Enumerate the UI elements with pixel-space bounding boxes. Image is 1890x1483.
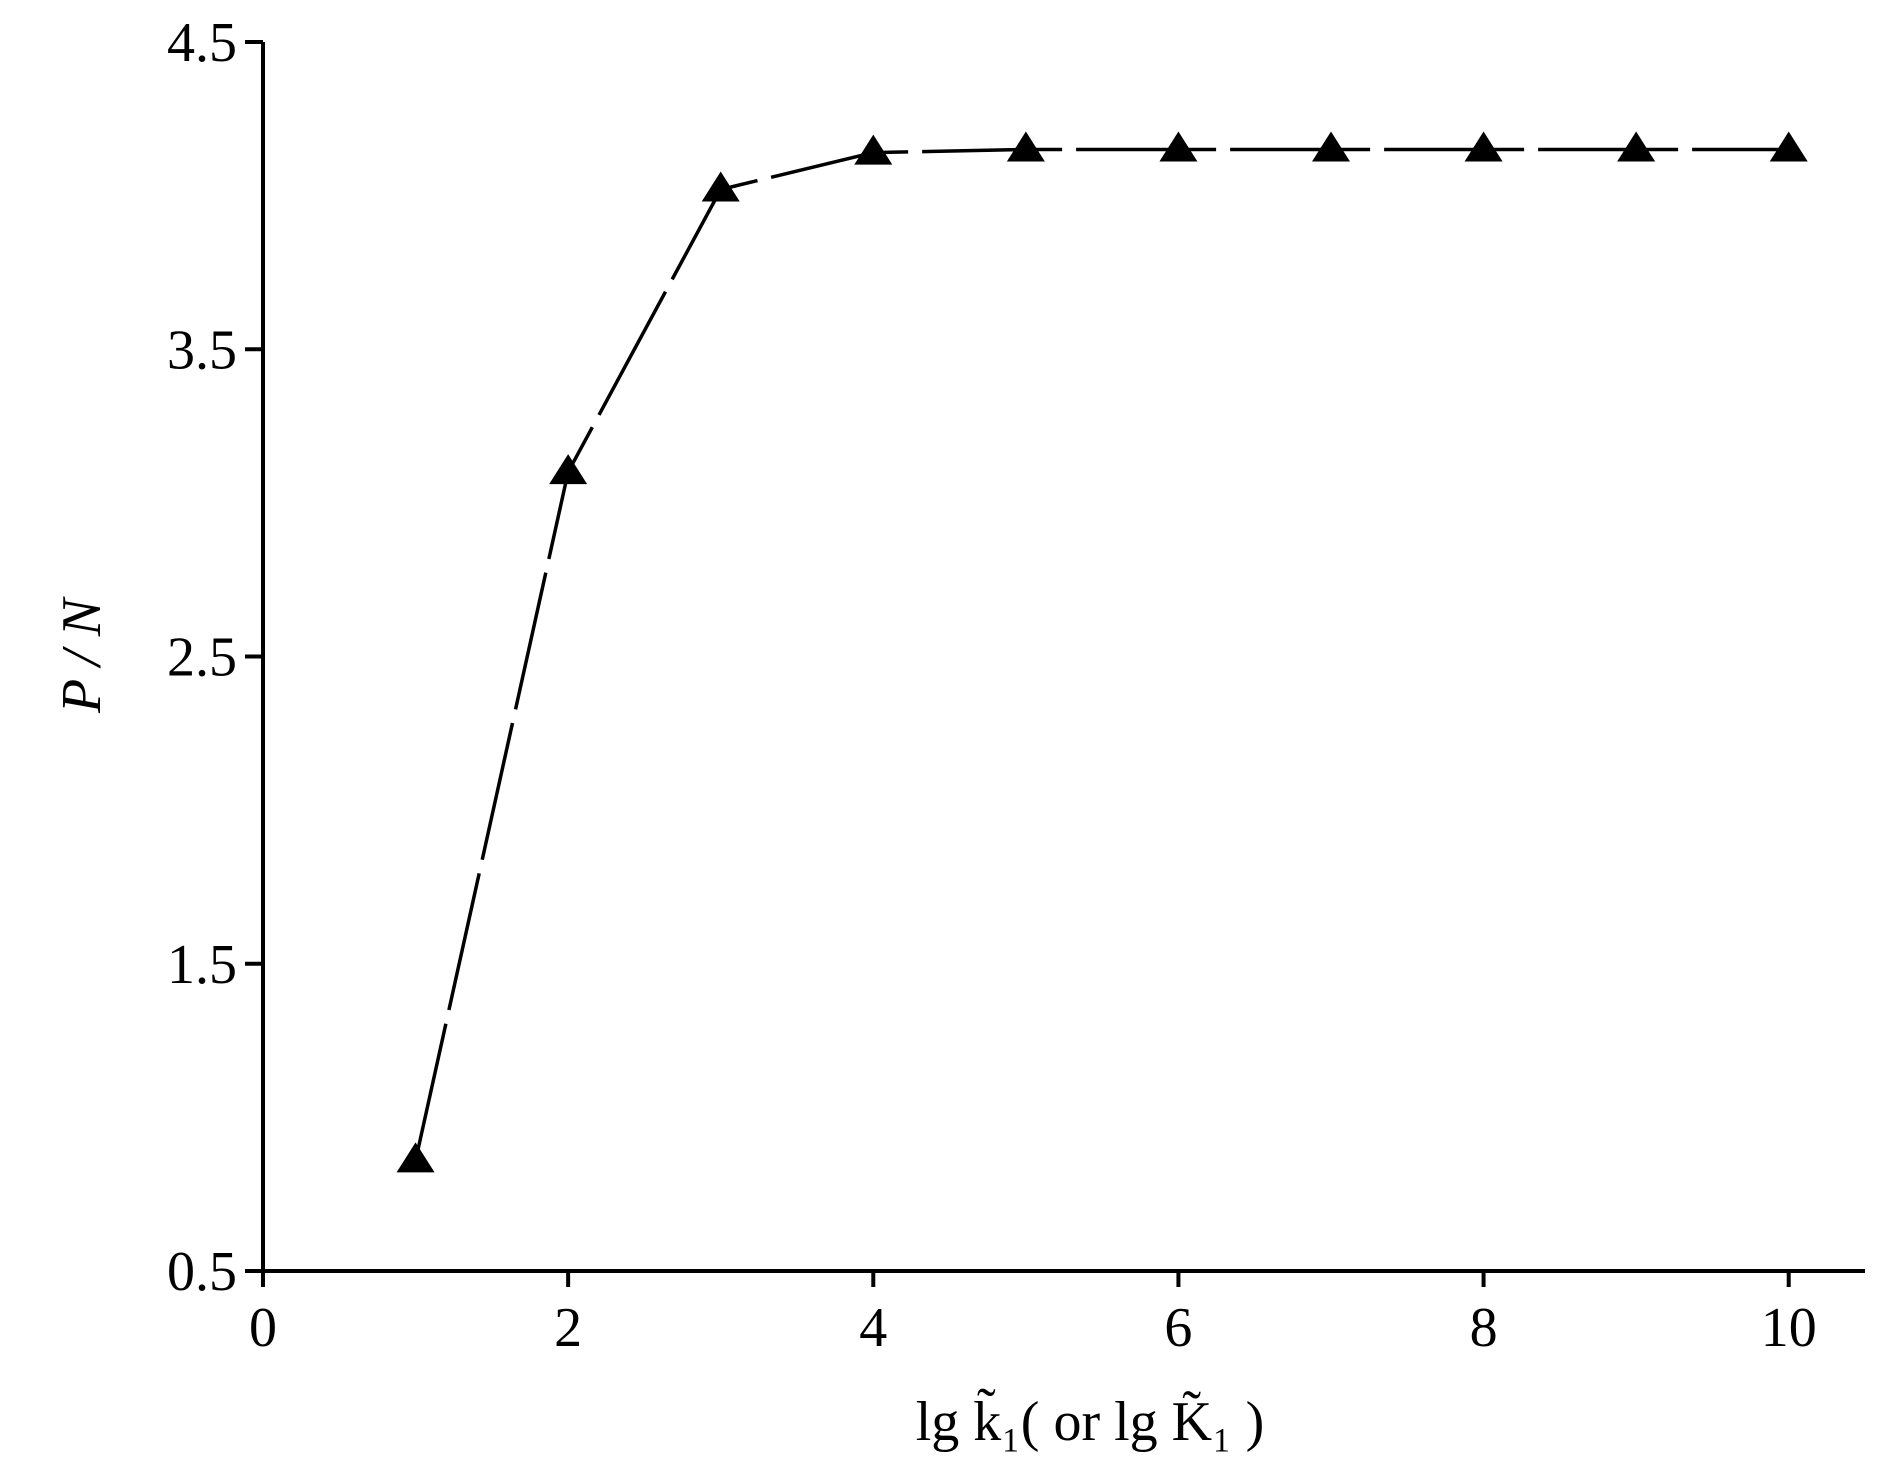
x-tick-label: 8 bbox=[1470, 1297, 1498, 1359]
x-tick-label: 2 bbox=[554, 1297, 582, 1359]
y-tick-label: 1.5 bbox=[167, 934, 237, 996]
marker bbox=[1464, 131, 1503, 162]
marker bbox=[549, 454, 588, 485]
marker bbox=[854, 134, 893, 165]
marker bbox=[701, 171, 740, 202]
series-line bbox=[413, 147, 1789, 1161]
x-tick-label: 10 bbox=[1761, 1297, 1817, 1359]
x-tick-label: 0 bbox=[249, 1297, 277, 1359]
marker bbox=[1617, 131, 1656, 162]
marker bbox=[396, 1142, 435, 1173]
marker bbox=[1159, 131, 1198, 162]
y-tick-label: 2.5 bbox=[167, 627, 237, 689]
marker bbox=[1769, 131, 1808, 162]
x-tick-label: 4 bbox=[859, 1297, 887, 1359]
y-tick-label: 0.5 bbox=[167, 1241, 237, 1303]
marker bbox=[1006, 131, 1045, 162]
y-axis-label: P / N bbox=[51, 596, 113, 714]
y-tick-label: 4.5 bbox=[167, 12, 237, 74]
marker bbox=[1312, 131, 1350, 162]
x-axis-label: lg k̃₁( or lg K̃₁ ) bbox=[916, 1388, 1265, 1453]
x-tick-label: 6 bbox=[1164, 1297, 1192, 1359]
y-tick-label: 3.5 bbox=[167, 319, 237, 381]
